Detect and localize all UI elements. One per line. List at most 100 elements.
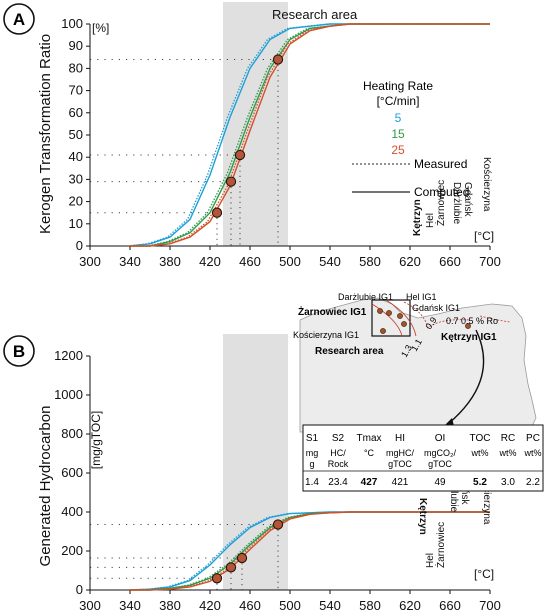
x-tick-label-b: 420	[199, 598, 221, 613]
y-tick-label-a: 60	[69, 105, 83, 120]
panel-letter-a: A	[3, 3, 35, 35]
x-tick-label-b: 660	[439, 598, 461, 613]
table-header-5: TOC	[470, 433, 491, 444]
panel-b-chart: 300 340 380 420 460 500 540 580 620 660 700 0 200 400…	[3, 292, 544, 613]
x-tick-label-b: 540	[319, 598, 341, 613]
x-tick-label-b: 580	[359, 598, 381, 613]
map-well-ketrzyn	[465, 323, 471, 329]
well-label-ketrzyn-a: Kętrzyn	[412, 199, 423, 236]
table-unit-0: mg	[306, 448, 319, 458]
x-tick-label-b: 500	[279, 598, 301, 613]
table-unit2-4: gTOC	[428, 459, 452, 469]
y-tick-label-a: 10	[69, 216, 83, 231]
x-tick-label-b: 460	[239, 598, 261, 613]
axes-b: 300 340 380 420 460 500 540 580 620 660 700 0 200 400…	[54, 348, 501, 613]
series-measured-15-a	[127, 23, 488, 247]
well-point-b	[211, 573, 223, 584]
y-tick-label-a: 30	[69, 171, 83, 186]
well-point-b	[236, 552, 248, 564]
map-well-darzlubie	[386, 310, 392, 316]
legend-entry-5: 5	[395, 111, 402, 125]
x-tick-label-a: 620	[399, 254, 421, 269]
map-label-hel: Hel IG1	[406, 292, 437, 302]
x-tick-label-a: 700	[479, 254, 501, 269]
series-a	[127, 23, 490, 247]
guide-lines-a	[90, 59, 279, 246]
well-label-ketrzyn-b: Kętrzyn	[417, 498, 428, 535]
well-point-b	[225, 562, 237, 573]
table-unit-1: HC/	[330, 448, 346, 458]
well-label-gdansk-a: Gdańsk	[462, 182, 473, 217]
map-arrow	[447, 329, 485, 425]
iso-line-4	[479, 315, 511, 323]
well-label-zarnowiec-b: Żarnowiec	[434, 522, 447, 568]
y-tick-label-a: 50	[69, 127, 83, 142]
well-label-hel-b: Hel	[425, 553, 436, 568]
well-point-a	[272, 54, 284, 65]
y-unit-b: [mg/gTOC]	[89, 411, 103, 469]
y-tick-label-b: 800	[61, 426, 83, 441]
y-unit-a: [%]	[92, 21, 109, 35]
x-tick-label-a: 340	[119, 254, 141, 269]
table-value-4: 49	[434, 477, 446, 488]
x-tick-label-a: 580	[359, 254, 381, 269]
legend-measured-label: Measured	[414, 157, 467, 171]
y-tick-label-b: 0	[76, 582, 83, 597]
research-area-band-b	[223, 334, 288, 590]
table-header-7: PC	[526, 433, 540, 444]
series-measured-5-b	[127, 511, 488, 591]
x-tick-label-a: 460	[239, 254, 261, 269]
map-label-ketrzyn: Kętrzyn IG1	[441, 332, 497, 343]
research-area-box	[371, 299, 411, 337]
map-label-gdansk: Gdańsk IG1	[412, 303, 460, 313]
table-header-1: S2	[332, 433, 345, 444]
map-well-zarnowiec	[377, 308, 383, 314]
x-tick-label-b: 620	[399, 598, 421, 613]
x-tick-label-b: 700	[479, 598, 501, 613]
x-tick-label-b: 300	[79, 598, 101, 613]
well-label-koscierzyna-b: Kościerzyna	[481, 470, 492, 525]
y-tick-label-b: 200	[61, 543, 83, 558]
x-tick-label-a: 540	[319, 254, 341, 269]
table-header-4: OI	[435, 433, 446, 444]
y-axis-label-a: Kerogen Transformation Ratio	[37, 34, 54, 234]
panel-letter-a-text: A	[13, 10, 25, 29]
y-tick-label-a: 100	[61, 16, 83, 31]
series-computed-25-b	[130, 511, 490, 591]
well-point-a	[234, 149, 246, 161]
series-computed-5-a	[129, 23, 490, 247]
axes-a: 300 340 380 420 460 500 540 580 620 660 7000102030…	[61, 16, 501, 269]
research-area-band-a	[223, 2, 288, 246]
series-measured-25-b	[127, 511, 488, 591]
table-unit-7: wt%	[523, 448, 541, 458]
table-value-2: 427	[361, 477, 378, 488]
y-tick-label-b: 600	[61, 465, 83, 480]
table-header-6: RC	[501, 433, 515, 444]
map-label-darzlubie: Darżlubie IG1	[338, 292, 393, 302]
table-header-2: Tmax	[357, 433, 382, 444]
y-tick-label-a: 80	[69, 60, 83, 75]
series-b	[127, 511, 490, 591]
well-point-a	[225, 176, 237, 187]
x-tick-label-a: 500	[279, 254, 301, 269]
y-tick-label-b: 400	[61, 504, 83, 519]
well-label-hel-a: Hel	[425, 213, 436, 228]
table-header-3: HI	[395, 433, 405, 444]
map-label-koscierzyna: Kościerzyna IG1	[293, 330, 359, 340]
well-label-zarnowiec-a: Żarnowiec	[434, 180, 447, 226]
legend-a: Heating Rate [°C/min] 5 15 25 Measured C…	[352, 79, 469, 199]
table-unit-3: mgHC/	[386, 448, 415, 458]
table-value-5: 5.2	[473, 477, 487, 488]
well-point-a	[211, 207, 223, 218]
table-unit-5: wt%	[470, 448, 488, 458]
legend-unit-a: [°C/min]	[377, 94, 420, 108]
research-area-label-a: Research area	[272, 7, 358, 22]
x-unit-a: [°C]	[474, 229, 494, 243]
iso-line-2	[385, 299, 417, 337]
map-label-ro: 0.7 0.5 % Ro	[446, 316, 498, 326]
well-label-koscierzyna-a: Kościerzyna	[481, 157, 492, 212]
table-value-1: 23.4	[328, 477, 348, 488]
panel-letter-b-text: B	[13, 342, 25, 361]
